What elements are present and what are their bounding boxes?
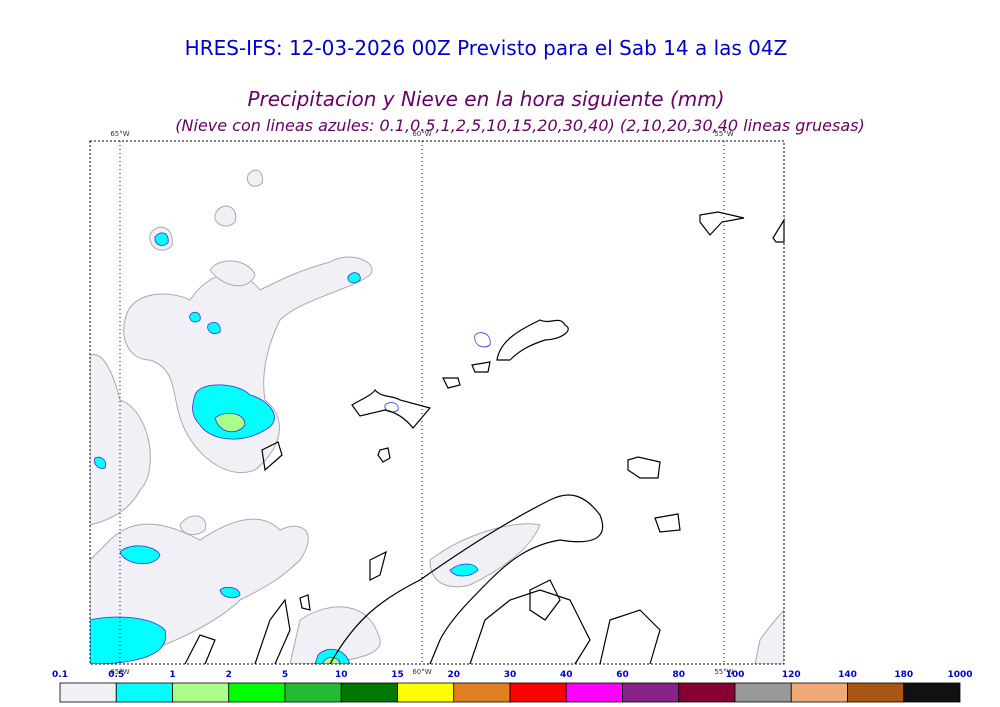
colorbar-label: 30	[504, 670, 517, 680]
colorbar-box	[509, 682, 567, 703]
meridian-label: 65°W	[110, 668, 129, 676]
colorbar-label: 1000	[947, 670, 972, 680]
meridian-label: 60°W	[412, 668, 431, 676]
colorbar-label: 0.1	[52, 670, 68, 680]
colorbar-box	[59, 682, 117, 703]
colorbar-label: 120	[782, 670, 801, 680]
colorbar-box	[115, 682, 173, 703]
colorbar-label: 10	[335, 670, 348, 680]
colorbar-label: 60	[616, 670, 629, 680]
map-frame	[89, 140, 785, 665]
colorbar-label: 40	[560, 670, 573, 680]
title: HRES-IFS: 12-03-2026 00Z Previsto para e…	[185, 36, 788, 60]
map: 65°W 60°W 55°W 65°W 60°W 55°W	[89, 130, 785, 676]
colorbar-label: 20	[447, 670, 460, 680]
meridian-label: 65°W	[110, 130, 129, 138]
colorbar-box	[340, 682, 398, 703]
meridian-label: 60°W	[412, 130, 431, 138]
colorbar-label: 100	[726, 670, 745, 680]
note: (Nieve con lineas azules: 0.1,0.5,1,2,5,…	[175, 116, 864, 135]
colorbar-box	[172, 682, 230, 703]
colorbar-label: 15	[391, 670, 404, 680]
colorbar-box	[284, 682, 342, 703]
colorbar-box	[565, 682, 623, 703]
colorbar-box	[734, 682, 792, 703]
colorbar-box	[678, 682, 736, 703]
colorbar-box	[397, 682, 455, 703]
colorbar-label: 180	[894, 670, 913, 680]
colorbar-box	[790, 682, 848, 703]
colorbar-box	[622, 682, 680, 703]
colorbar-label: 0.5	[108, 670, 124, 680]
colorbar-label: 2	[226, 670, 232, 680]
colorbar-box	[453, 682, 511, 703]
colorbar-box	[903, 682, 961, 703]
colorbar-box	[847, 682, 905, 703]
colorbar-label: 80	[672, 670, 685, 680]
colorbar-label: 5	[282, 670, 288, 680]
colorbar-label: 1	[169, 670, 175, 680]
colorbar-box	[228, 682, 286, 703]
meridian-label: 55°W	[714, 130, 733, 138]
colorbar-label: 140	[838, 670, 857, 680]
subtitle: Precipitacion y Nieve en la hora siguien…	[247, 87, 724, 111]
meridian-label: 55°W	[714, 668, 733, 676]
